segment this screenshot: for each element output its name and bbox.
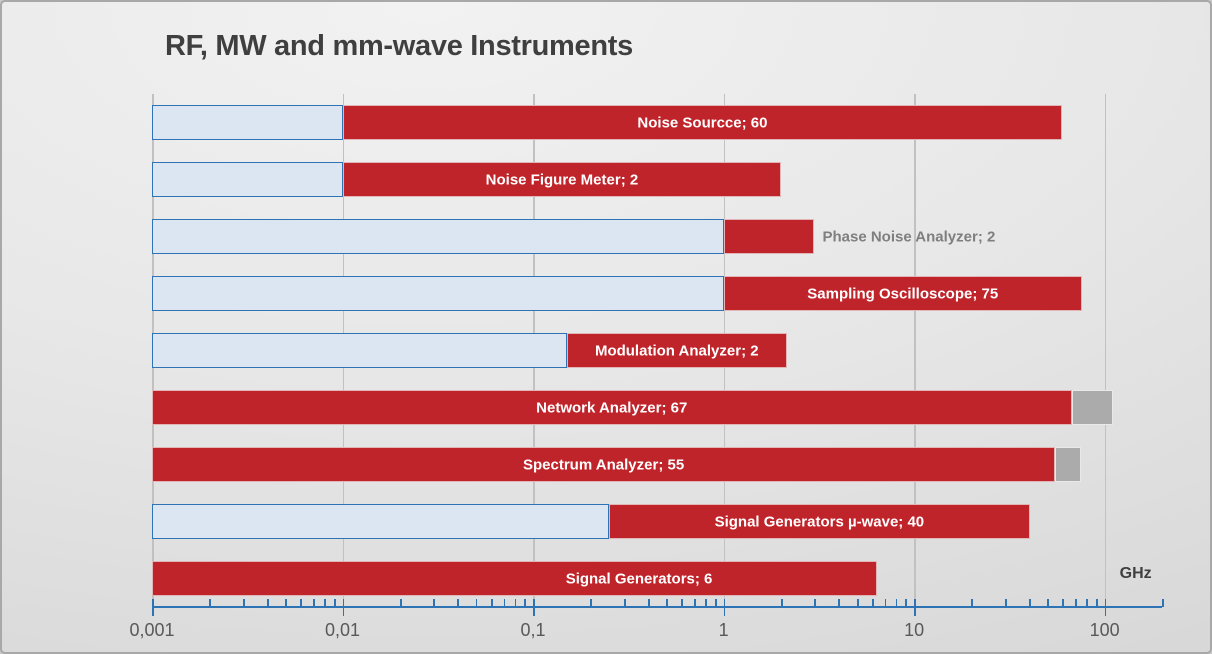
axis-minor-tick xyxy=(285,599,287,607)
axis-tick-label: 0,1 xyxy=(520,620,546,640)
bar-segment-range xyxy=(152,560,878,597)
axis-minor-tick xyxy=(971,599,974,607)
axis-tick-label: 0,001 xyxy=(129,620,175,640)
axis-tick-label: 100 xyxy=(1089,620,1120,640)
bar-label: Spectrum Analyzer; 55 xyxy=(522,456,685,473)
axis-minor-tick xyxy=(1075,599,1077,607)
axis-minor-tick xyxy=(871,599,874,607)
x-axis-line xyxy=(152,605,1162,608)
axis-minor-tick xyxy=(1162,599,1164,607)
axis-minor-tick xyxy=(705,599,707,607)
bar-segment-start xyxy=(152,275,724,312)
axis-minor-tick xyxy=(681,599,684,607)
bar-segment-start xyxy=(152,218,724,255)
axis-minor-tick xyxy=(490,599,493,607)
axis-minor-tick xyxy=(1047,599,1050,607)
x-axis-unit-label: GHz xyxy=(1119,565,1152,582)
bar-label: Signal Generators; 6 xyxy=(565,570,713,587)
axis-minor-tick xyxy=(838,599,841,607)
x-axis-tick-labels: 0,001 0,01 0,1 1 10 100 xyxy=(129,620,1162,646)
axis-minor-tick xyxy=(524,599,527,607)
axis-minor-tick xyxy=(647,599,650,607)
axis-minor-tick xyxy=(590,599,593,607)
axis-minor-tick xyxy=(433,599,436,607)
gridline xyxy=(914,94,916,607)
axis-minor-tick xyxy=(1062,599,1065,607)
axis-minor-tick xyxy=(503,599,506,607)
axis-major-tick xyxy=(723,599,726,616)
axis-major-tick xyxy=(533,599,535,616)
chart-title: RF, MW and mm-wave Instruments xyxy=(165,30,633,62)
bar-label: Signal Generators µ-wave; 40 xyxy=(714,513,925,530)
axis-minor-tick xyxy=(666,599,669,607)
axis-tick-label: 0,01 xyxy=(324,620,361,640)
bar-label: Sampling Oscilloscope; 75 xyxy=(807,285,999,302)
axis-major-tick xyxy=(914,599,916,616)
bar-segment-range xyxy=(342,104,1063,141)
bar-segment-range xyxy=(152,446,1056,483)
bar-segment-extension xyxy=(1071,389,1113,426)
axis-minor-tick xyxy=(780,599,783,607)
bar-label: Modulation Analyzer; 2 xyxy=(594,342,759,359)
axis-minor-tick xyxy=(1086,599,1088,607)
gridline xyxy=(1104,94,1107,607)
axis-minor-tick xyxy=(814,599,817,607)
axis-minor-tick xyxy=(905,599,908,607)
axis-minor-tick xyxy=(399,599,402,607)
axis-major-tick xyxy=(152,599,154,616)
bar-segment-range xyxy=(608,503,1030,540)
bar-segment-range xyxy=(566,332,787,369)
axis-minor-tick xyxy=(856,599,859,607)
axis-minor-tick xyxy=(313,599,315,607)
bar-label: Noise Sourcce; 60 xyxy=(637,114,768,131)
plot-area: GHz Noise Sourcce; 60 Noise Figure Meter;… xyxy=(152,94,1164,616)
axis-minor-tick xyxy=(1095,599,1098,607)
bar-segment-start xyxy=(152,332,567,369)
bar-segment-range xyxy=(723,218,815,255)
bar-segment-range xyxy=(152,389,1072,426)
bar-segment-start xyxy=(152,104,343,141)
bar-segment-range xyxy=(342,161,782,198)
axis-minor-tick xyxy=(1028,599,1031,607)
bar-label: Phase Noise Analyzer; 2 xyxy=(822,228,996,245)
axis-minor-tick xyxy=(209,599,212,607)
axis-minor-tick xyxy=(475,599,478,607)
bar-label: Noise Figure Meter; 2 xyxy=(485,171,639,188)
axis-minor-tick xyxy=(694,599,696,607)
bar-segment-extension xyxy=(1055,446,1081,483)
axis-minor-tick xyxy=(457,599,460,607)
bar-label: Network Analyzer; 67 xyxy=(536,399,688,416)
bar-segment-start xyxy=(152,503,609,540)
axis-major-tick xyxy=(342,599,345,616)
axis-minor-tick xyxy=(514,599,517,607)
axis-minor-tick xyxy=(300,599,303,607)
axis-minor-tick xyxy=(333,599,336,607)
bar-segment-range xyxy=(723,275,1082,312)
axis-minor-tick xyxy=(324,599,326,607)
axis-minor-tick xyxy=(1005,599,1007,607)
axis-minor-tick xyxy=(895,599,898,607)
axis-minor-tick xyxy=(266,599,269,607)
axis-minor-tick xyxy=(884,599,887,607)
axis-minor-tick xyxy=(714,599,717,607)
axis-tick-label: 1 xyxy=(718,620,729,640)
axis-major-tick xyxy=(1104,599,1107,616)
axis-tick-label: 10 xyxy=(904,620,925,640)
axis-minor-tick xyxy=(623,599,626,607)
axis-minor-tick xyxy=(242,599,245,607)
bar-segment-start xyxy=(152,161,343,198)
